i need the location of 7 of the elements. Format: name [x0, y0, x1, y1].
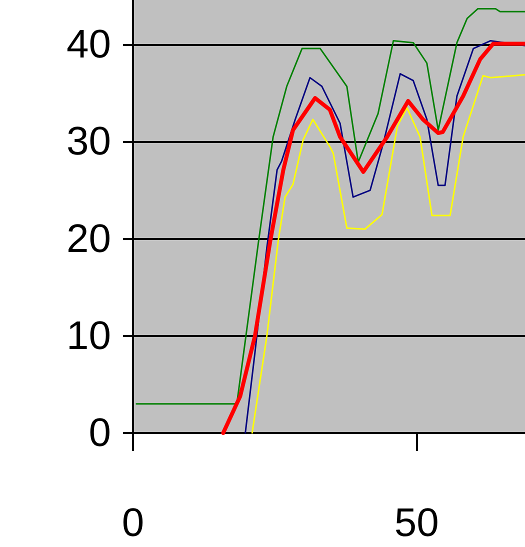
x-tick-label: 50 [394, 501, 439, 545]
y-tick-label: 10 [66, 314, 111, 358]
y-tick-label: 30 [66, 120, 111, 164]
y-tick-label: 20 [66, 216, 111, 261]
y-tick-label: 0 [88, 411, 111, 455]
y-tick-label: 40 [66, 22, 111, 67]
line-series [136, 8, 525, 405]
